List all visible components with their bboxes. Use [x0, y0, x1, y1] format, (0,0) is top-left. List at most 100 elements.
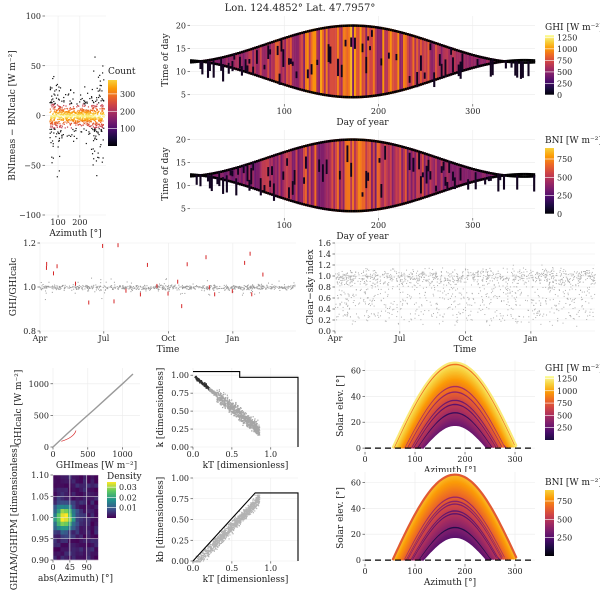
data-point — [502, 275, 504, 277]
colorbar-tick-label: 750 — [557, 155, 572, 164]
edge-cell — [357, 209, 360, 213]
data-point — [226, 398, 228, 400]
edge-cell — [259, 75, 262, 79]
density-cell — [51, 122, 54, 124]
edge-cell — [212, 172, 215, 175]
data-point — [470, 310, 472, 312]
data-point — [398, 288, 400, 290]
data-point — [137, 288, 139, 290]
data-point — [513, 278, 515, 280]
data-point — [54, 286, 56, 288]
cloud-cell — [222, 177, 225, 194]
data-point — [107, 288, 109, 290]
edge-cell — [359, 95, 362, 99]
edge-cell — [191, 60, 194, 64]
density-cell — [73, 92, 75, 94]
data-point — [431, 281, 433, 283]
x-tick-label: Jan — [225, 334, 239, 343]
colorbar-tick-label: 300 — [120, 90, 135, 99]
data-point — [372, 282, 374, 284]
density-cell — [59, 126, 61, 128]
density-cell — [54, 110, 56, 112]
day-column — [242, 164, 245, 187]
data-point — [541, 274, 543, 276]
density-cell — [97, 131, 99, 133]
data-point — [345, 277, 347, 279]
data-point — [87, 290, 89, 292]
density-cell — [66, 111, 68, 113]
edge-cell — [312, 142, 315, 146]
day-column — [318, 27, 321, 96]
density-cell — [92, 119, 94, 121]
cloud-cell — [367, 36, 370, 41]
data-point — [214, 286, 216, 288]
data-point — [455, 283, 457, 285]
data-point — [436, 278, 438, 280]
data-point — [74, 292, 76, 294]
edge-cell — [393, 143, 396, 147]
cloud-cell — [453, 177, 457, 190]
density-cell — [83, 116, 86, 118]
outlier-trace — [61, 430, 77, 442]
data-point — [418, 273, 420, 275]
data-point — [387, 295, 389, 297]
density-cell — [66, 117, 68, 120]
data-point — [387, 308, 389, 310]
data-point — [231, 286, 233, 288]
day-column — [321, 26, 325, 96]
data-point — [474, 276, 476, 278]
day-column — [438, 157, 441, 194]
density-cell — [69, 103, 71, 106]
edge-cell — [453, 162, 457, 165]
outlier-point — [56, 264, 58, 269]
data-point — [519, 294, 521, 296]
edge-cell — [365, 138, 368, 142]
data-point — [157, 287, 159, 289]
edge-cell — [429, 194, 432, 197]
day-column — [412, 34, 415, 89]
density-cell — [58, 137, 61, 139]
edge-cell — [316, 92, 319, 95]
data-point — [456, 316, 458, 318]
data-point — [176, 287, 178, 289]
data-point — [580, 277, 582, 279]
data-point — [543, 313, 545, 315]
day-column — [286, 36, 289, 87]
density-cell — [58, 115, 60, 117]
edge-cell — [525, 175, 528, 178]
density-cell — [101, 107, 103, 109]
density-cell — [78, 123, 81, 125]
day-column — [306, 30, 309, 93]
data-point — [400, 275, 402, 277]
density-cell — [62, 123, 64, 125]
data-point — [57, 287, 59, 289]
density-cell — [73, 108, 76, 110]
density-cell — [88, 119, 91, 122]
data-point — [581, 291, 583, 293]
data-point — [344, 313, 346, 315]
data-point — [74, 285, 76, 287]
edge-cell — [214, 171, 217, 175]
data-point — [392, 268, 394, 270]
data-point — [456, 314, 458, 316]
density-cell — [72, 114, 74, 116]
data-point — [232, 287, 234, 289]
data-point — [405, 278, 407, 280]
density-cell — [56, 109, 58, 111]
edge-cell — [289, 34, 293, 38]
edge-cell — [502, 60, 506, 63]
density-cell — [69, 123, 72, 126]
data-point — [246, 289, 248, 291]
data-point — [533, 299, 535, 301]
density-cell — [76, 122, 78, 124]
data-point — [369, 277, 371, 279]
data-point — [576, 325, 578, 327]
data-point — [289, 286, 291, 288]
density-cell — [93, 110, 95, 112]
data-point — [387, 283, 389, 285]
data-point — [537, 278, 539, 280]
cloud-cell — [252, 66, 255, 75]
data-point — [371, 287, 373, 289]
data-point — [209, 289, 211, 291]
edge-cell — [293, 86, 296, 90]
